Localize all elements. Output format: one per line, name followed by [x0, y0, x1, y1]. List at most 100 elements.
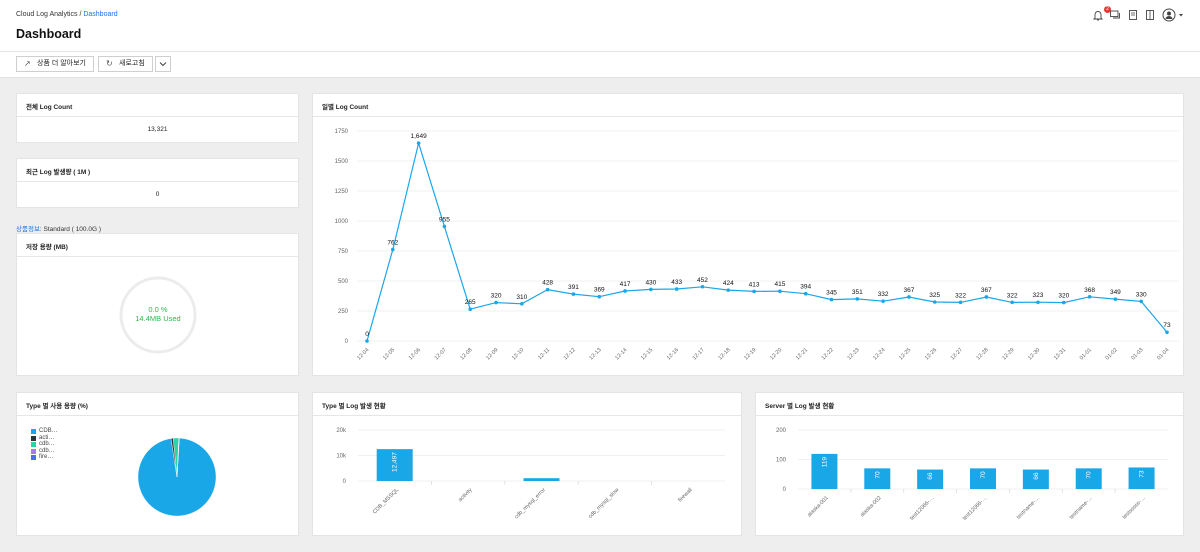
legend-swatch [31, 435, 36, 441]
data-point [1139, 299, 1143, 304]
bar-label: 73 [1139, 470, 1146, 478]
storage-card: 저장 용량 (MB) 0.0 % 14.4MB Used [16, 233, 299, 376]
x-tick-label: 12-22 [821, 347, 835, 361]
data-point [855, 297, 860, 301]
server-log-title: Server 별 Log 발생 현황 [765, 403, 835, 410]
learn-more-button[interactable]: ↗ 상품 더 알아보기 [16, 56, 94, 72]
page-title: Dashboard [16, 27, 82, 41]
refresh-button[interactable]: ↻ 새로고침 [98, 56, 153, 72]
data-label: 417 [620, 281, 631, 288]
breadcrumb-root[interactable]: Cloud Log Analytics [16, 11, 78, 18]
data-label: 369 [594, 287, 605, 294]
data-point [416, 141, 421, 145]
data-point [700, 284, 705, 289]
document-icon[interactable] [1126, 8, 1140, 22]
data-label: 330 [1136, 291, 1147, 298]
data-point [881, 299, 885, 303]
x-tick-label: 12-13 [588, 347, 602, 361]
chevron-down-icon [159, 62, 167, 67]
card-divider [313, 116, 1183, 117]
x-tick-label: cdb_mysql_slow [588, 487, 621, 520]
chat-icon[interactable] [1108, 8, 1122, 22]
card-divider [17, 256, 298, 257]
data-point [571, 292, 576, 296]
x-tick-label: testsssss-… [1122, 495, 1147, 520]
data-label: 322 [1007, 292, 1018, 299]
x-tick-label: 12-09 [485, 347, 499, 361]
legend-item[interactable]: fire… [31, 454, 58, 461]
data-label: 367 [981, 287, 992, 294]
data-point [803, 291, 808, 296]
data-point [958, 300, 963, 305]
bar [864, 468, 891, 489]
legend-item[interactable]: cdb… [31, 448, 58, 455]
data-label: 368 [1084, 287, 1095, 294]
daily-log-chart: 0 250 500 750 1000 1250 1500 1750 0 12-04 762 12-05… [335, 129, 1179, 361]
legend-item[interactable]: acti… [31, 435, 58, 442]
type-log-chart: 0 10k 20k 12,497 CDB_MSSQL activity cdb_mysql_… [336, 428, 725, 520]
legend-item[interactable]: cdb… [31, 441, 58, 448]
storage-percent: 0.0 % [148, 305, 168, 314]
bar [523, 478, 560, 481]
data-point [907, 295, 911, 299]
x-tick-label: 12-25 [898, 347, 912, 361]
y-tick-label: 1250 [335, 189, 349, 195]
more-dropdown-button[interactable] [155, 56, 171, 72]
x-tick-label: alaska-001 [807, 495, 830, 518]
data-point [597, 294, 602, 299]
data-point [520, 302, 524, 306]
x-tick-label: CDB_MSSQL [372, 487, 400, 515]
bar [970, 468, 996, 489]
recent-log-card: 최근 Log 발생량 ( 1M ) 0 [16, 158, 299, 208]
x-tick-label: 01-04 [1156, 347, 1170, 361]
x-tick-label: 12-14 [614, 347, 628, 361]
data-point [468, 307, 473, 311]
x-tick-label: 12-05 [382, 347, 396, 361]
bar-label: 66 [927, 472, 934, 480]
x-tick-label: 01-02 [1105, 347, 1119, 361]
card-divider [313, 415, 741, 416]
x-tick-label: 12-17 [692, 347, 706, 361]
card-divider [17, 415, 298, 416]
x-tick-label: 12-23 [847, 347, 861, 361]
bar [811, 453, 838, 489]
x-tick-label: 12-18 [718, 347, 732, 361]
data-label: 394 [800, 284, 811, 291]
x-tick-label: alaska-002 [859, 495, 882, 518]
y-tick-label: 200 [776, 428, 787, 434]
user-avatar-icon[interactable] [1162, 8, 1186, 22]
bar-label: 119 [821, 457, 828, 468]
y-tick-label: 20k [336, 428, 347, 434]
legend-item[interactable]: CDB… [31, 428, 58, 435]
daily-log-title: 일별 Log Count [322, 104, 369, 111]
total-log-value: 13,321 [147, 126, 168, 133]
data-point [442, 224, 447, 229]
bar-label: 70 [1086, 471, 1093, 479]
data-label: 1,649 [410, 133, 427, 140]
x-tick-label: 12-12 [563, 347, 577, 361]
x-tick-label: cdb_mysql_error [514, 487, 547, 520]
total-log-card: 전체 Log Count 13,321 [16, 93, 299, 143]
data-label: 322 [955, 292, 966, 299]
x-tick-label: 12-26 [924, 347, 938, 361]
type-usage-legend: CDB… acti… cdb… cdb… fire… [31, 428, 58, 461]
data-point [545, 287, 550, 292]
x-tick-label: test12066-… [962, 495, 989, 522]
server-log-card: Server 별 Log 발생 현황 0 100 200 119 alaska-001 7… [755, 392, 1184, 536]
bar-label: 66 [1033, 472, 1040, 480]
data-point [1036, 300, 1040, 305]
bar [1022, 469, 1049, 489]
x-tick-label: 01-01 [1079, 347, 1093, 361]
bar [917, 469, 944, 489]
data-point [778, 289, 782, 293]
bell-icon[interactable] [1091, 8, 1105, 22]
legend-label: CDB… [39, 428, 58, 434]
product-info-value: : Standard ( 100.0G ) [39, 226, 101, 233]
panel-icon[interactable] [1143, 8, 1157, 22]
legend-swatch [31, 429, 36, 434]
daily-log-card: 일별 Log Count 0 250 500 750 1000 1250 1500 1750 0… [312, 93, 1184, 376]
product-info-link[interactable]: 상품정보 [16, 226, 40, 233]
type-log-title: Type 별 Log 발생 현황 [322, 403, 386, 410]
learn-more-label: 상품 더 알아보기 [37, 60, 86, 67]
breadcrumb-current[interactable]: Dashboard [83, 11, 118, 18]
